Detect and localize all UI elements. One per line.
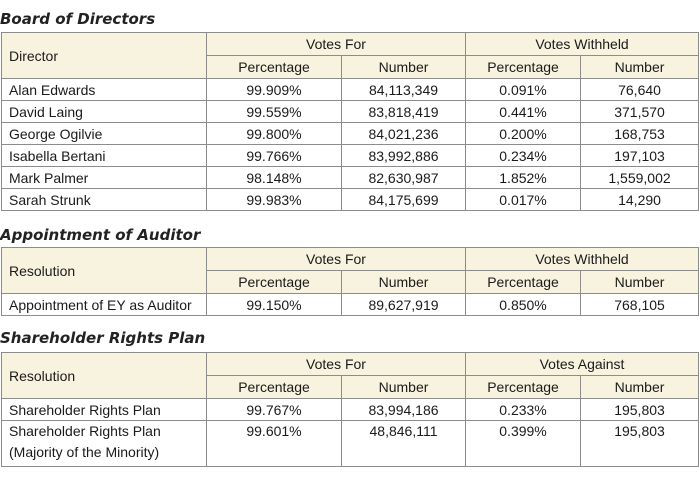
withheld-percentage: 0.091% [465,78,582,101]
percentage-header: Percentage [206,375,342,399]
for-number: 84,113,349 [340,78,467,101]
for-number: 83,994,186 [340,398,467,421]
votes-withheld-header: Votes Withheld [465,32,700,56]
table-row: Mark Palmer 98.148% 82,630,987 1.852% 1,… [1,166,700,189]
votes-for-header: Votes For [205,247,467,271]
withheld-percentage: 1.852% [465,166,582,189]
withheld-number: 76,640 [580,78,700,101]
number-header: Number [580,55,700,79]
table-row: George Ogilvie 99.800% 84,021,236 0.200%… [1,122,700,145]
for-percentage: 99.800% [206,122,342,145]
for-number: 83,818,419 [340,100,467,123]
for-number: 84,175,699 [340,188,467,211]
withheld-number: 14,290 [580,188,700,211]
director-name: Mark Palmer [1,166,207,189]
for-percentage: 99.909% [206,78,342,101]
for-percentage: 99.767% [206,398,342,421]
resolution-name-line1: Shareholder Rights Plan [9,423,161,439]
withheld-percentage: 0.017% [465,188,582,211]
withheld-percentage: 0.234% [465,144,582,167]
percentage-header: Percentage [206,55,342,79]
for-percentage: 98.148% [206,166,342,189]
table-row: Shareholder Rights Plan (Majority of the… [1,420,700,467]
for-number: 84,021,236 [340,122,467,145]
table-row: David Laing 99.559% 83,818,419 0.441% 37… [1,100,700,123]
percentage-header: Percentage [465,375,582,399]
number-header: Number [340,55,467,79]
resolution-name: Shareholder Rights Plan (Majority of the… [1,420,207,467]
votes-for-header: Votes For [205,32,467,56]
votes-for-header: Votes For [205,352,467,376]
for-number: 83,992,886 [340,144,467,167]
table-row: Isabella Bertani 99.766% 83,992,886 0.23… [1,144,700,167]
against-percentage: 0.233% [465,398,582,421]
against-number: 195,803 [580,398,700,421]
percentage-header: Percentage [465,270,582,294]
auditor-votes-table: Resolution Votes For Votes Withheld Perc… [1,247,700,316]
first-col-header: Director [1,32,207,79]
rights-plan-heading: Shareholder Rights Plan [0,329,206,347]
withheld-percentage: 0.441% [465,100,582,123]
first-col-header: Resolution [1,352,207,399]
table-row: Appointment of EY as Auditor 99.150% 89,… [1,293,700,316]
against-percentage: 0.399% [465,420,582,467]
percentage-header: Percentage [465,55,582,79]
resolution-name-line2: (Majority of the Minority) [9,444,160,460]
votes-withheld-header: Votes Withheld [465,247,700,271]
number-header: Number [580,375,700,399]
withheld-number: 768,105 [580,293,700,316]
for-number: 89,627,919 [340,293,467,316]
board-votes-table: Director Votes For Votes Withheld Percen… [1,32,700,211]
resolution-name: Shareholder Rights Plan [1,398,207,421]
withheld-number: 371,570 [580,100,700,123]
director-name: Sarah Strunk [1,188,207,211]
table-row: Shareholder Rights Plan 99.767% 83,994,1… [1,398,700,421]
director-name: George Ogilvie [1,122,207,145]
for-percentage: 99.766% [206,144,342,167]
withheld-number: 1,559,002 [580,166,700,189]
for-percentage: 99.983% [206,188,342,211]
for-percentage: 99.150% [206,293,342,316]
withheld-number: 197,103 [580,144,700,167]
number-header: Number [340,270,467,294]
director-name: David Laing [1,100,207,123]
first-col-header: Resolution [1,247,207,294]
against-number: 195,803 [580,420,700,467]
withheld-percentage: 0.200% [465,122,582,145]
withheld-number: 168,753 [580,122,700,145]
resolution-name: Appointment of EY as Auditor [1,293,207,316]
board-heading: Board of Directors [0,10,156,28]
table-row: Sarah Strunk 99.983% 84,175,699 0.017% 1… [1,188,700,211]
for-percentage: 99.601% [206,420,342,467]
rights-plan-votes-table: Resolution Votes For Votes Against Perce… [1,352,700,467]
for-number: 82,630,987 [340,166,467,189]
director-name: Isabella Bertani [1,144,207,167]
for-percentage: 99.559% [206,100,342,123]
table-row: Alan Edwards 99.909% 84,113,349 0.091% 7… [1,78,700,101]
auditor-heading: Appointment of Auditor [0,226,201,244]
withheld-percentage: 0.850% [465,293,582,316]
director-name: Alan Edwards [1,78,207,101]
number-header: Number [580,270,700,294]
number-header: Number [340,375,467,399]
votes-against-header: Votes Against [465,352,700,376]
percentage-header: Percentage [206,270,342,294]
for-number: 48,846,111 [340,420,467,467]
